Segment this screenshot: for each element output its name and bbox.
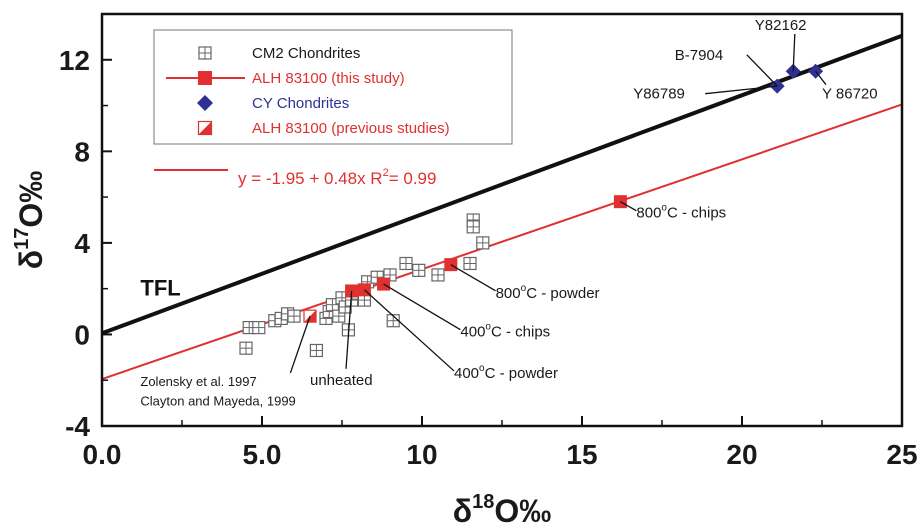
cm2-point — [287, 309, 301, 323]
annotation-leader — [363, 289, 455, 372]
y-axis-title-delta: δ — [13, 250, 49, 269]
annotation-main: unheated — [310, 372, 373, 389]
annotation-tail: C - chips — [491, 324, 550, 341]
cm2-point — [309, 343, 323, 358]
equation-text: y = -1.95 + 0.48x R2= 0.99 — [238, 167, 436, 188]
legend-marker-previous — [197, 120, 213, 136]
annotation-main: Y86789 — [633, 86, 685, 103]
annotation-label: Y86789 — [633, 86, 685, 103]
legend-marker-cy — [197, 95, 213, 111]
annotation-leader — [620, 201, 637, 212]
annotation-tail: C - powder — [485, 365, 558, 382]
annotation-leader — [383, 283, 461, 331]
annotation-label: Y82162 — [755, 17, 807, 34]
annotation-label: 800oC - chips — [636, 203, 726, 222]
annotation-sup: o — [661, 203, 667, 214]
annotation-label: B-7904 — [675, 47, 723, 64]
cm2-point — [476, 236, 490, 250]
cm2-point — [386, 314, 400, 328]
ticks-layer: 0.0 5.0 10 15 20 25 -4 0 4 8 12 — [59, 45, 918, 470]
annotation-label: 400oC - chips — [460, 322, 550, 341]
annotation-label: Y 86720 — [822, 86, 878, 103]
annotation-tail: C - powder — [526, 285, 599, 302]
annotation-leader — [746, 54, 778, 87]
cm2-point — [431, 268, 445, 282]
x-tick-label: 20 — [726, 439, 757, 470]
x-axis-title: δ18O‰ — [453, 491, 552, 529]
annotation-leader — [345, 290, 353, 369]
regression-equation: y = -1.95 + 0.48x R2= 0.99 — [154, 167, 436, 188]
annotation-tail: C - chips — [667, 205, 726, 222]
cm2-point — [466, 220, 480, 234]
annotation-main: Y82162 — [755, 17, 807, 34]
x-axis-title-delta: δ — [453, 493, 472, 529]
y-tick-label: 12 — [59, 45, 90, 76]
legend: CM2 Chondrites ALH 83100 (this study) CY C… — [153, 29, 513, 145]
equation-main: y = -1.95 + 0.48x R — [238, 169, 383, 188]
legend-label: CY Chondrites — [252, 95, 349, 112]
annotation-main: B-7904 — [675, 47, 723, 64]
annotation-label: TFL — [140, 276, 180, 301]
y-tick-label: 4 — [74, 228, 90, 259]
annotation-leader — [815, 70, 827, 86]
cm2-point — [412, 263, 426, 277]
annotation-label: Zolensky et al. 1997 — [140, 374, 256, 389]
tfl-line — [102, 33, 902, 336]
y-tick-label: -4 — [65, 411, 90, 442]
regression-line — [102, 103, 902, 381]
annotation-sup: o — [485, 322, 491, 333]
legend-box — [153, 29, 513, 145]
annotation-main: Clayton and Mayeda, 1999 — [140, 393, 295, 408]
x-tick-label: 25 — [886, 439, 917, 470]
x-axis-title-tail: O‰ — [494, 493, 551, 529]
cm2-point — [399, 256, 413, 271]
points-layer — [239, 63, 824, 358]
annotation-sup: o — [479, 363, 485, 374]
annotation-label: 400oC - powder — [454, 363, 558, 382]
annotation-leader — [792, 33, 796, 72]
annotation-main: 400 — [454, 365, 479, 382]
annotation-main: Y 86720 — [822, 86, 878, 103]
legend-label: ALH 83100 (this study) — [252, 70, 405, 87]
annotation-leader — [289, 315, 311, 374]
y-axis-title: δ17O‰ — [11, 171, 49, 270]
y-tick-label: 8 — [74, 136, 90, 167]
x-tick-label: 0.0 — [83, 439, 122, 470]
y-axis-title-sup: 17 — [11, 228, 33, 250]
annotation-sup: o — [521, 283, 527, 294]
cm2-point — [239, 341, 253, 355]
cm2-point — [252, 320, 266, 335]
x-tick-label: 10 — [406, 439, 437, 470]
cm2-point — [463, 256, 477, 271]
legend-label: ALH 83100 (previous studies) — [252, 120, 450, 137]
annotation-main: Zolensky et al. 1997 — [140, 374, 256, 389]
annotation-main: 800 — [496, 285, 521, 302]
annotation-leader — [705, 85, 778, 95]
equation-tail: = 0.99 — [389, 169, 437, 188]
annotation-main: 800 — [636, 205, 661, 222]
y-tick-label: 0 — [74, 319, 90, 350]
equation-sup: 2 — [383, 167, 389, 179]
x-tick-label: 15 — [566, 439, 597, 470]
annotation-label: 800oC - powder — [496, 283, 600, 302]
legend-marker-cm2 — [198, 46, 212, 60]
legend-label: CM2 Chondrites — [252, 45, 360, 62]
legend-items: CM2 Chondrites ALH 83100 (this study) CY C… — [166, 45, 450, 137]
annotation-label: unheated — [310, 372, 373, 389]
y-axis-title-tail: O‰ — [13, 171, 49, 228]
cm2-point — [357, 293, 371, 307]
x-axis-title-sup: 18 — [472, 491, 494, 513]
annotation-leader — [450, 264, 496, 292]
annotation-main: TFL — [140, 276, 180, 301]
cm2-point — [325, 298, 339, 312]
annotation-main: 400 — [460, 324, 485, 341]
x-tick-label: 5.0 — [243, 439, 282, 470]
lines-layer — [102, 33, 902, 381]
half-square-fill — [198, 121, 212, 135]
legend-marker-alh — [198, 71, 212, 85]
annotation-label: Clayton and Mayeda, 1999 — [140, 393, 295, 408]
